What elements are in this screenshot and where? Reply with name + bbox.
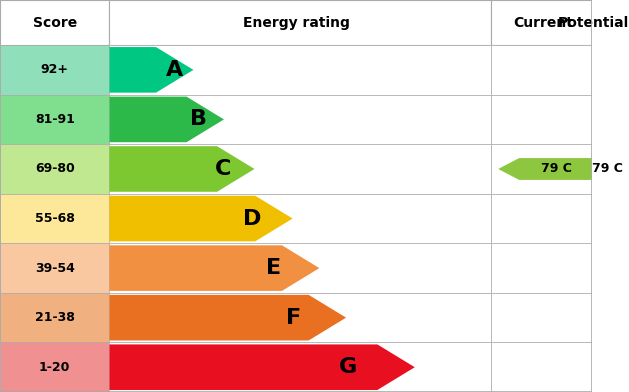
Polygon shape	[109, 47, 193, 93]
Bar	[592, 94, 596, 144]
Text: 1-20: 1-20	[39, 361, 70, 374]
Bar	[592, 243, 596, 293]
Text: C: C	[214, 159, 231, 179]
Bar	[592, 0, 596, 45]
Bar	[109, 144, 491, 194]
Bar	[109, 0, 491, 45]
Bar	[491, 94, 596, 144]
Bar	[592, 194, 596, 243]
Text: D: D	[243, 209, 262, 229]
Text: F: F	[286, 308, 301, 328]
Bar	[592, 343, 596, 392]
Bar	[491, 243, 596, 293]
Bar	[491, 0, 596, 45]
Bar	[0, 0, 109, 45]
Text: 21-38: 21-38	[35, 311, 75, 324]
Bar	[491, 144, 596, 194]
Text: B: B	[190, 109, 208, 129]
Bar	[491, 194, 596, 243]
Text: 39-54: 39-54	[35, 261, 75, 275]
Polygon shape	[109, 146, 255, 192]
Text: Score: Score	[33, 16, 77, 29]
Bar	[491, 45, 596, 94]
Text: E: E	[265, 258, 281, 278]
Bar	[0, 194, 109, 243]
Bar	[109, 243, 491, 293]
Bar	[592, 293, 596, 343]
Bar	[109, 94, 491, 144]
Bar	[0, 45, 109, 94]
Polygon shape	[584, 158, 624, 180]
Bar	[0, 94, 109, 144]
Text: 79 C: 79 C	[592, 162, 623, 176]
Bar	[0, 243, 109, 293]
Text: A: A	[166, 60, 184, 80]
Text: G: G	[338, 357, 357, 377]
Bar	[0, 293, 109, 343]
Bar	[0, 144, 109, 194]
Bar	[592, 45, 596, 94]
Bar	[109, 194, 491, 243]
Bar	[109, 45, 491, 94]
Bar	[109, 343, 491, 392]
Text: 55-68: 55-68	[35, 212, 75, 225]
Polygon shape	[109, 345, 415, 390]
Polygon shape	[109, 96, 224, 142]
Text: Energy rating: Energy rating	[243, 16, 350, 29]
Polygon shape	[109, 295, 346, 341]
Bar	[592, 144, 596, 194]
Bar	[109, 293, 491, 343]
Text: 79 C: 79 C	[542, 162, 572, 176]
Polygon shape	[498, 158, 589, 180]
Text: 92+: 92+	[41, 64, 69, 76]
Text: 69-80: 69-80	[35, 162, 75, 176]
Bar	[491, 293, 596, 343]
Polygon shape	[109, 196, 292, 241]
Bar	[491, 343, 596, 392]
Polygon shape	[109, 245, 320, 291]
Text: Current: Current	[513, 16, 574, 29]
Bar	[0, 343, 109, 392]
Text: Potential: Potential	[558, 16, 629, 29]
Text: 81-91: 81-91	[35, 113, 75, 126]
